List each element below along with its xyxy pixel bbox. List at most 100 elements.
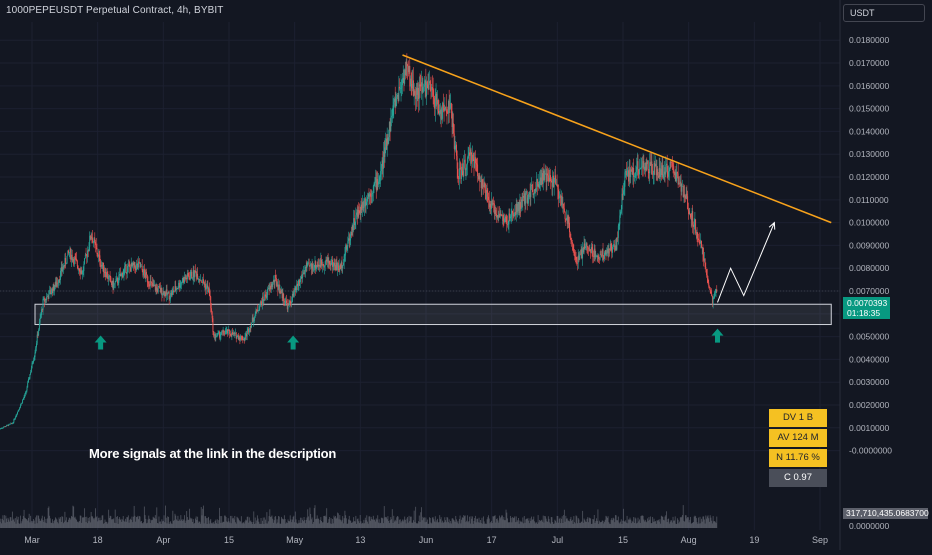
candle-body: [177, 288, 178, 289]
currency-label: USDT: [850, 8, 875, 18]
candle-body: [220, 334, 221, 335]
candle-body: [29, 379, 30, 380]
candle-body: [195, 271, 196, 273]
candle-body: [169, 299, 170, 300]
candle-body: [532, 185, 533, 190]
candle-body: [457, 169, 458, 178]
candle-body: [381, 166, 382, 171]
y-tick-label: 0.0170000: [849, 58, 889, 68]
candle-body: [113, 284, 114, 289]
candle-body: [12, 423, 13, 424]
candle-body: [259, 306, 260, 310]
candle-body: [550, 175, 551, 181]
candle-body: [420, 86, 421, 87]
trendline: [403, 55, 832, 223]
candle-body: [443, 103, 444, 108]
candle-body: [41, 309, 42, 315]
candle-body: [463, 163, 464, 177]
candle-body: [688, 209, 689, 211]
candle-body: [40, 318, 41, 322]
candle-body: [710, 292, 711, 294]
candle-body: [401, 85, 402, 88]
candle-body: [107, 272, 108, 277]
candle-body: [562, 196, 563, 205]
candle-body: [438, 100, 439, 111]
candle-body: [291, 302, 292, 303]
candle-body: [406, 62, 407, 65]
candle-body: [33, 360, 34, 362]
candle-body: [517, 204, 518, 212]
candle-body: [479, 175, 480, 181]
candle-body: [670, 162, 671, 168]
candle-body: [487, 190, 488, 193]
candle-body: [576, 257, 577, 260]
candle-body: [359, 210, 360, 213]
candle-body: [188, 276, 189, 278]
candle-body: [708, 278, 709, 282]
candle-body: [477, 165, 478, 176]
candle-body: [618, 226, 619, 238]
candle-body: [527, 198, 528, 203]
candle-body: [209, 288, 210, 292]
last-price-tag: 0.0070393 01:18:35: [843, 297, 890, 319]
candle-body: [476, 163, 477, 164]
y-tick-label: 0.0070000: [849, 286, 889, 296]
candle-body: [651, 161, 652, 173]
candle-body: [58, 283, 59, 284]
candle-body: [398, 87, 399, 101]
candle-body: [447, 112, 448, 113]
candle-body: [169, 292, 170, 299]
candle-body: [506, 217, 507, 222]
candle-body: [174, 291, 175, 292]
candle-body: [82, 271, 83, 274]
candle-body: [706, 269, 707, 275]
candle-body: [635, 176, 636, 177]
candle-body: [697, 238, 698, 239]
candle-body: [626, 171, 627, 175]
candle-body: [83, 264, 84, 271]
candle-body: [76, 259, 77, 261]
candle-body: [580, 254, 581, 255]
x-tick-label: 15: [224, 535, 234, 545]
candle-body: [462, 167, 463, 171]
candle-body: [32, 363, 33, 364]
candle-body: [690, 214, 691, 218]
candle-body: [372, 193, 373, 194]
candle-body: [488, 197, 489, 200]
candle-body: [266, 295, 267, 297]
candle-body: [634, 176, 635, 177]
candle-body: [5, 426, 6, 427]
candle-body: [393, 105, 394, 115]
candle-body: [456, 145, 457, 156]
candle-body: [374, 183, 375, 184]
candle-body: [16, 416, 17, 418]
candle-body: [43, 299, 44, 310]
candle-body: [587, 243, 588, 246]
x-tick-label: Mar: [24, 535, 40, 545]
candle-body: [60, 271, 61, 280]
candle-body: [329, 261, 330, 265]
candle-body: [332, 260, 333, 267]
candle-body: [432, 87, 433, 90]
candle-body: [293, 292, 294, 295]
candle-body: [533, 194, 534, 195]
currency-select[interactable]: USDT: [843, 4, 925, 22]
candle-body: [595, 257, 596, 258]
candle-body: [512, 211, 513, 213]
candle-body: [263, 297, 264, 301]
y-tick-label: 0.0150000: [849, 104, 889, 114]
candle-body: [10, 424, 11, 425]
candle-body: [251, 323, 252, 328]
candle-body: [430, 81, 431, 90]
candle-body: [338, 263, 339, 269]
candle-body: [636, 167, 637, 172]
candle-body: [245, 337, 246, 340]
candle-body: [459, 168, 460, 179]
candle-body: [677, 172, 678, 174]
candle-body: [603, 249, 604, 255]
candle-body: [192, 278, 193, 279]
x-tick-label: Jun: [419, 535, 434, 545]
candle-body: [681, 186, 682, 192]
candle-body: [705, 267, 706, 269]
candle-body: [350, 239, 351, 240]
